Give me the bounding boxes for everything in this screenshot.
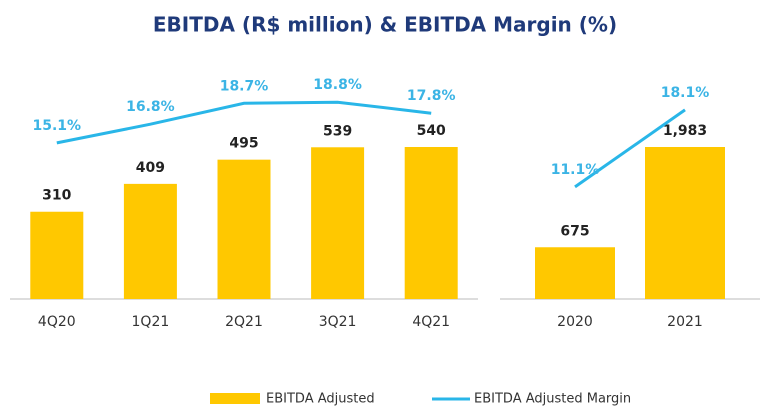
margin-label: 16.8% [126, 99, 175, 115]
legend-label: EBITDA Adjusted [266, 392, 375, 407]
x-tick-label: 1Q21 [132, 314, 170, 330]
margin-label: 18.8% [313, 77, 362, 93]
x-tick-label: 3Q21 [319, 314, 357, 330]
legend-swatch [210, 393, 260, 404]
legend-label: EBITDA Adjusted Margin [474, 392, 631, 407]
bar-label: 539 [323, 123, 352, 139]
bar [311, 147, 365, 299]
x-tick-label: 2021 [667, 314, 703, 330]
margin-line [56, 100, 432, 145]
bar-label: 310 [42, 188, 71, 204]
bar [217, 159, 271, 299]
bar-label: 540 [417, 123, 446, 139]
bar [404, 147, 458, 299]
bar [30, 211, 84, 299]
margin-label: 18.1% [661, 85, 710, 101]
margin-label: 17.8% [407, 88, 456, 104]
x-tick-label: 4Q20 [38, 314, 76, 330]
bar [123, 183, 177, 299]
x-tick-label: 2020 [557, 314, 593, 330]
bar-label: 675 [560, 223, 589, 239]
bar [535, 247, 615, 299]
bar [645, 147, 725, 299]
x-tick-label: 2Q21 [225, 314, 263, 330]
margin-label: 18.7% [220, 78, 269, 94]
x-tick-label: 4Q21 [412, 314, 450, 330]
margin-line [574, 108, 686, 189]
bar-label: 409 [136, 160, 165, 176]
margin-label: 15.1% [33, 118, 82, 134]
bar-label: 1,983 [663, 123, 707, 139]
bar-label: 495 [229, 136, 258, 152]
margin-label: 11.1% [551, 162, 600, 178]
chart-title: EBITDA (R$ million) & EBITDA Margin (%) [153, 13, 617, 37]
